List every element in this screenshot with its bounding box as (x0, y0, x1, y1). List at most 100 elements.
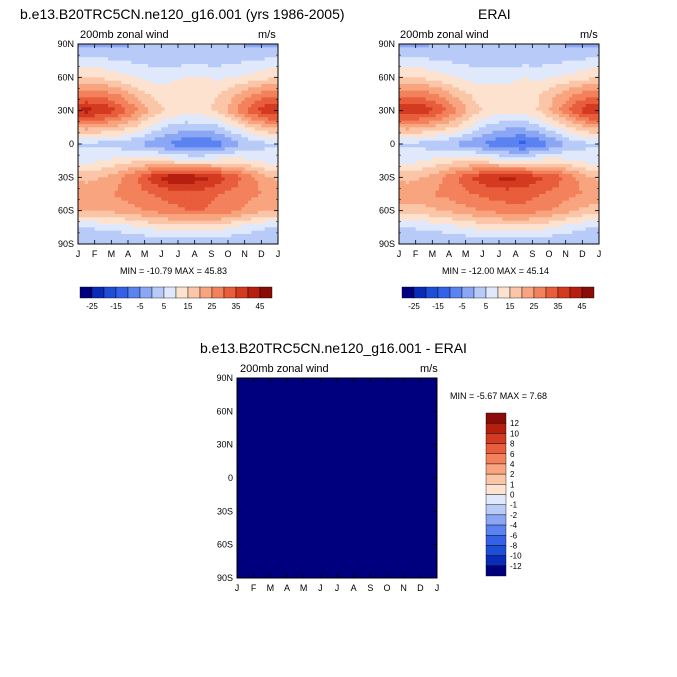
heatmap-cell (218, 170, 222, 175)
heatmap-cell (101, 74, 106, 78)
heatmap-cell (121, 217, 126, 222)
heatmap-cell (525, 60, 530, 65)
heatmap-cell (552, 54, 557, 58)
heatmap-cell (144, 154, 149, 158)
heatmap-cell (429, 60, 433, 65)
heatmap-cell (268, 100, 272, 105)
heatmap-cell (502, 94, 507, 98)
heatmap-cell (104, 87, 109, 92)
heatmap-cell (191, 190, 196, 195)
heatmap-cell (218, 210, 222, 215)
heatmap-cell (271, 60, 276, 65)
heatmap-cell (198, 147, 202, 152)
heatmap-cell (151, 64, 156, 68)
heatmap-cell (124, 180, 129, 185)
heatmap-cell (118, 184, 122, 188)
heatmap-cell (81, 80, 86, 85)
heatmap-cell (224, 44, 229, 48)
heatmap-cell (111, 60, 116, 65)
heatmap-cell (575, 67, 580, 72)
heatmap-cell (258, 197, 262, 202)
heatmap-cell (124, 60, 129, 65)
heatmap-cell (171, 220, 176, 225)
heatmap-cell (94, 67, 99, 72)
heatmap-cell (241, 217, 246, 222)
heatmap-cell (271, 120, 276, 125)
heatmap-cell (134, 140, 139, 145)
heatmap-cell (449, 107, 453, 112)
heatmap-cell (555, 94, 560, 98)
heatmap-cell (118, 137, 122, 142)
heatmap-cell (271, 140, 276, 145)
heatmap-cell (445, 107, 450, 112)
heatmap-cell (198, 54, 202, 58)
heatmap-cell (158, 64, 162, 68)
heatmap-cell (101, 147, 106, 152)
heatmap-cell (154, 224, 159, 228)
heatmap-cell (208, 180, 212, 185)
heatmap-cell (101, 134, 106, 138)
heatmap-cell (84, 94, 89, 98)
heatmap-cell (168, 180, 172, 185)
heatmap-cell (562, 97, 567, 102)
heatmap-cell (248, 60, 252, 65)
heatmap-cell (254, 137, 259, 142)
heatmap-cell (432, 110, 437, 115)
heatmap-cell (114, 174, 119, 178)
heatmap-cell (91, 140, 96, 145)
panel-left-label-model: 200mb zonal wind (80, 29, 169, 41)
heatmap-cell (442, 90, 447, 95)
heatmap-cell (141, 170, 146, 175)
heatmap-cell (201, 214, 206, 218)
heatmap-cell (589, 77, 593, 82)
heatmap-cell (525, 94, 530, 98)
heatmap-cell (445, 77, 450, 82)
heatmap-cell (248, 114, 252, 118)
heatmap-cell (254, 150, 259, 155)
heatmap-cell (101, 120, 106, 125)
heatmap-cell (425, 104, 430, 108)
heatmap-cell (552, 44, 557, 48)
heatmap-cell (274, 177, 279, 182)
heatmap-cell (562, 44, 567, 48)
heatmap-cell (204, 157, 209, 162)
heatmap-cell (91, 194, 96, 198)
heatmap-cell (104, 204, 109, 208)
heatmap-cell (264, 127, 269, 132)
heatmap-cell (254, 167, 259, 172)
heatmap-cell (254, 44, 259, 48)
heatmap-cell (164, 164, 169, 168)
heatmap-cell (271, 94, 276, 98)
heatmap-cell (535, 90, 540, 95)
heatmap-cell (244, 80, 249, 85)
heatmap-cell (595, 110, 600, 115)
heatmap-cell (108, 154, 112, 158)
heatmap-cell (148, 160, 152, 165)
heatmap-cell (208, 107, 212, 112)
heatmap-cell (539, 84, 543, 88)
heatmap-cell (134, 207, 139, 212)
heatmap-cell (178, 70, 182, 75)
heatmap-cell (465, 77, 470, 82)
heatmap-cell (429, 80, 433, 85)
heatmap-cell (268, 177, 272, 182)
heatmap-cell (228, 127, 232, 132)
heatmap-cell (181, 177, 186, 182)
heatmap-cell (268, 164, 272, 168)
heatmap-cell (251, 240, 256, 245)
heatmap-cell (258, 200, 262, 205)
heatmap-cell (532, 44, 537, 48)
heatmap-cell (81, 50, 86, 55)
heatmap-cell (449, 50, 453, 55)
heatmap-cell (191, 87, 196, 92)
heatmap-cell (509, 87, 513, 92)
heatmap-cell (84, 67, 89, 72)
heatmap-cell (164, 177, 169, 182)
heatmap-cell (224, 237, 229, 242)
heatmap-cell (412, 44, 417, 48)
heatmap-cell (91, 117, 96, 122)
heatmap-cell (592, 54, 597, 58)
heatmap-cell (399, 97, 403, 102)
heatmap-cell (254, 64, 259, 68)
heatmap-cell (231, 84, 236, 88)
